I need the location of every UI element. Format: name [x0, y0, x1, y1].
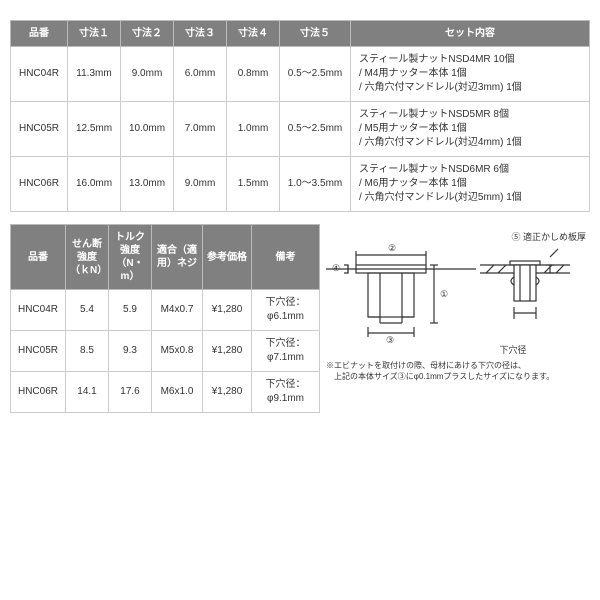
cell-set: スティール製ナットNSD6MR 6個/ M6用ナッター本体 1個/ 六角穴付マン…	[351, 157, 590, 212]
cell-d4: 0.8mm	[227, 47, 280, 102]
dimensions-table: 品番 寸法１ 寸法２ 寸法３ 寸法４ 寸法５ セット内容 HNC04R11.3m…	[10, 20, 590, 212]
diagram-area: ⑤ 適正かしめ板厚	[326, 224, 590, 382]
circ-2: ②	[388, 243, 396, 253]
diagram-note: ※エビナットを取付けの際、母材にあける下穴の径は、 上記の本体サイズ③にφ0.1…	[326, 360, 590, 382]
cell-d4: 1.5mm	[227, 157, 280, 212]
cell-set: スティール製ナットNSD5MR 8個/ M5用ナッター本体 1個/ 六角穴付マン…	[351, 102, 590, 157]
diagram-label-5: ⑤ 適正かしめ板厚	[511, 232, 586, 242]
cell-pn: HNC06R	[11, 157, 68, 212]
cell-price: ¥1,280	[203, 372, 252, 413]
cell-d2: 10.0mm	[121, 102, 174, 157]
cell-pn: HNC05R	[11, 102, 68, 157]
th-set: セット内容	[351, 21, 590, 47]
note-line-1: ※エビナットを取付けの際、母材にあける下穴の径は、	[326, 361, 526, 370]
cell-d4: 1.0mm	[227, 102, 280, 157]
table-row: HNC05R8.59.3M5x0.8¥1,280下穴径：φ7.1mm	[11, 331, 320, 372]
cell-d5: 0.5～2.5mm	[280, 47, 351, 102]
th-d3: 寸法３	[174, 21, 227, 47]
cell-screw: M6x1.0	[152, 372, 203, 413]
cell-shear: 14.1	[66, 372, 109, 413]
cell-d5: 0.5～2.5mm	[280, 102, 351, 157]
cell-d5: 1.0～3.5mm	[280, 157, 351, 212]
cell-pn: HNC05R	[11, 331, 66, 372]
cell-pn: HNC06R	[11, 372, 66, 413]
nut-cross-section-icon: ② ④ ① ③	[326, 243, 476, 343]
cell-torque: 9.3	[109, 331, 152, 372]
th-shear: せん断強度（ｋN）	[66, 225, 109, 290]
cell-screw: M4x0.7	[152, 290, 203, 331]
table-row: HNC04R5.45.9M4x0.7¥1,280下穴径：φ6.1mm	[11, 290, 320, 331]
note-line-2: 上記の本体サイズ③にφ0.1mmプラスしたサイズになります。	[326, 372, 554, 381]
cell-d1: 11.3mm	[68, 47, 121, 102]
cell-price: ¥1,280	[203, 331, 252, 372]
th-note: 備考	[252, 225, 320, 290]
cell-set: スティール製ナットNSD4MR 10個/ M4用ナッター本体 1個/ 六角穴付マ…	[351, 47, 590, 102]
cell-price: ¥1,280	[203, 290, 252, 331]
cell-d3: 7.0mm	[174, 102, 227, 157]
cell-note: 下穴径：φ7.1mm	[252, 331, 320, 372]
table-row: HNC06R16.0mm13.0mm9.0mm1.5mm1.0～3.5mmスティ…	[11, 157, 590, 212]
table-row: HNC06R14.117.6M6x1.0¥1,280下穴径：φ9.1mm	[11, 372, 320, 413]
cell-pn: HNC04R	[11, 47, 68, 102]
cell-d3: 9.0mm	[174, 157, 227, 212]
th-pn: 品番	[11, 21, 68, 47]
cell-d1: 16.0mm	[68, 157, 121, 212]
th-price: 参考価格	[203, 225, 252, 290]
spec-table: 品番 せん断強度（ｋN） トルク強度（N・m） 適合（適用）ネジ 参考価格 備考…	[10, 224, 320, 413]
th-d5: 寸法５	[280, 21, 351, 47]
th-screw: 適合（適用）ネジ	[152, 225, 203, 290]
cell-d2: 9.0mm	[121, 47, 174, 102]
cell-screw: M5x0.8	[152, 331, 203, 372]
circ-4: ④	[332, 263, 340, 273]
cell-shear: 8.5	[66, 331, 109, 372]
cell-note: 下穴径：φ9.1mm	[252, 372, 320, 413]
table-row: HNC04R11.3mm9.0mm6.0mm0.8mm0.5～2.5mmスティー…	[11, 47, 590, 102]
table-header-row: 品番 せん断強度（ｋN） トルク強度（N・m） 適合（適用）ネジ 参考価格 備考	[11, 225, 320, 290]
cell-d1: 12.5mm	[68, 102, 121, 157]
circ-1: ①	[440, 289, 448, 299]
circ-3: ③	[386, 335, 394, 343]
diagram-label-bottom-hole: 下穴径	[499, 345, 526, 355]
cell-note: 下穴径：φ6.1mm	[252, 290, 320, 331]
th-d2: 寸法２	[121, 21, 174, 47]
th-torque: トルク強度（N・m）	[109, 225, 152, 290]
cell-torque: 17.6	[109, 372, 152, 413]
cell-d2: 13.0mm	[121, 157, 174, 212]
cell-shear: 5.4	[66, 290, 109, 331]
th-d4: 寸法４	[227, 21, 280, 47]
table-header-row: 品番 寸法１ 寸法２ 寸法３ 寸法４ 寸法５ セット内容	[11, 21, 590, 47]
cell-pn: HNC04R	[11, 290, 66, 331]
cell-torque: 5.9	[109, 290, 152, 331]
th-pn2: 品番	[11, 225, 66, 290]
cell-d3: 6.0mm	[174, 47, 227, 102]
table-row: HNC05R12.5mm10.0mm7.0mm1.0mm0.5～2.5mmスティ…	[11, 102, 590, 157]
installed-nut-icon	[480, 243, 570, 343]
th-d1: 寸法１	[68, 21, 121, 47]
